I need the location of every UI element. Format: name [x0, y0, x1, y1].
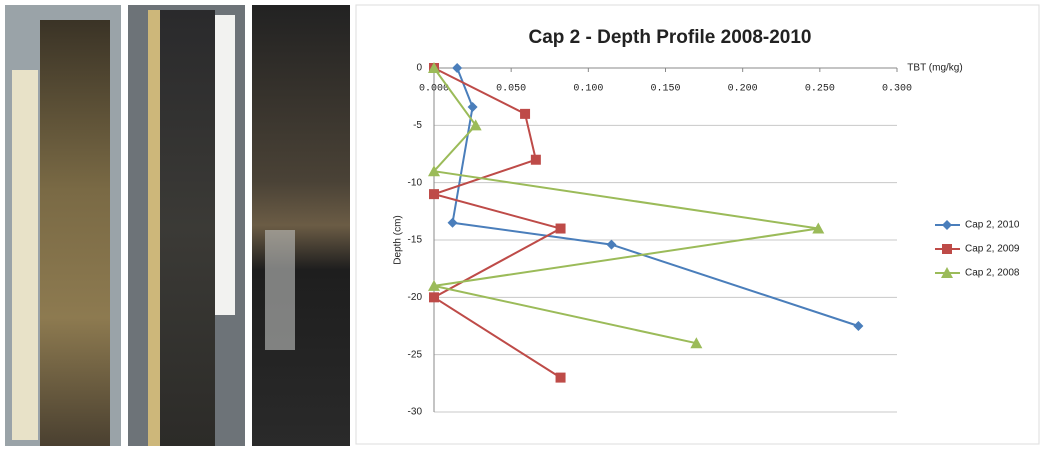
y-tick-label: -30	[408, 407, 423, 418]
legend-label: Cap 2, 2010	[965, 220, 1020, 231]
y-tick-label: -10	[408, 177, 423, 188]
legend-marker	[942, 220, 952, 230]
label-strip	[215, 15, 235, 315]
data-point	[428, 62, 440, 73]
data-point	[429, 292, 439, 303]
x-tick-label: 0.250	[805, 84, 835, 95]
y-tick-label: 0	[416, 63, 422, 74]
core-patch	[265, 230, 295, 350]
data-point	[520, 108, 531, 119]
core	[160, 10, 215, 446]
y-tick-label: -15	[408, 235, 423, 246]
y-tick-label: -20	[408, 292, 423, 303]
data-point	[530, 154, 541, 165]
legend-label: Cap 2, 2009	[965, 244, 1020, 255]
legend-marker	[941, 267, 953, 278]
legend-label: Cap 2, 2008	[965, 268, 1020, 279]
data-point	[555, 223, 566, 234]
legend-marker	[942, 244, 952, 254]
x-axis-label: TBT (mg/kg)	[907, 63, 962, 74]
core	[40, 20, 110, 446]
core	[252, 5, 350, 446]
data-point	[469, 119, 482, 131]
series-line	[432, 67, 819, 345]
data-point	[606, 239, 617, 250]
data-point	[428, 165, 440, 177]
data-point	[812, 222, 825, 234]
x-tick-label: 0.200	[728, 84, 758, 95]
y-tick-label: -5	[413, 120, 422, 131]
ruler	[148, 10, 160, 446]
data-point	[447, 217, 458, 228]
data-point	[452, 63, 463, 73]
data-point	[853, 321, 864, 331]
data-point	[429, 189, 439, 200]
data-point	[467, 101, 478, 112]
data-point	[690, 337, 703, 349]
chart-title: Cap 2 - Depth Profile 2008-2010	[529, 27, 812, 48]
data-point	[428, 279, 440, 291]
data-point	[555, 372, 566, 383]
x-tick-label: 0.300	[882, 84, 912, 95]
ruler	[12, 70, 38, 440]
core-photos	[5, 5, 350, 446]
y-tick-label: -25	[408, 349, 423, 360]
x-tick-label: 0.000	[419, 84, 449, 95]
x-tick-label: 0.050	[496, 84, 526, 95]
x-tick-label: 0.150	[650, 84, 680, 95]
x-tick-label: 0.100	[573, 84, 603, 95]
y-axis-label: Depth (cm)	[393, 215, 404, 264]
